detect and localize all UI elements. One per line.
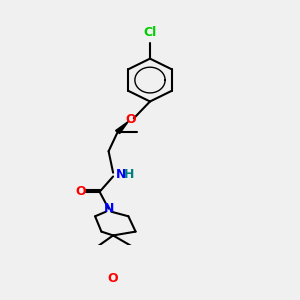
Text: N: N (116, 168, 126, 181)
Text: Cl: Cl (143, 26, 157, 40)
Text: O: O (75, 185, 86, 198)
Text: H: H (124, 168, 134, 181)
Text: N: N (103, 202, 114, 215)
Text: O: O (126, 112, 136, 126)
Text: O: O (108, 272, 118, 285)
Polygon shape (116, 122, 128, 134)
